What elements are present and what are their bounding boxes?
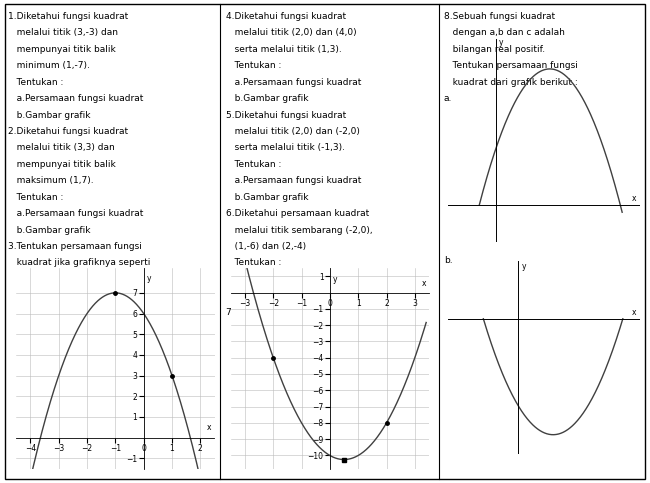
Text: 6.Diketahui persamaan kuadrat: 6.Diketahui persamaan kuadrat: [226, 209, 369, 218]
Text: 4.Diketahui fungsi kuadrat: 4.Diketahui fungsi kuadrat: [226, 12, 346, 21]
Text: dengan a,b dan c adalah: dengan a,b dan c adalah: [444, 28, 565, 38]
Text: a.Persamaan fungsi kuadrat: a.Persamaan fungsi kuadrat: [8, 94, 143, 103]
Text: a.persamaan grafiknya b.: a.persamaan grafiknya b.: [226, 275, 350, 284]
Text: 1.Diketahui fungsi kuadrat: 1.Diketahui fungsi kuadrat: [8, 12, 128, 21]
Text: melalui titik (2,0) dan (4,0): melalui titik (2,0) dan (4,0): [226, 28, 356, 38]
Text: kuadrat seperti gambar: kuadrat seperti gambar: [226, 324, 341, 333]
Text: Tentukan :: Tentukan :: [226, 160, 281, 169]
Text: kuadrat dari grafik berikut :: kuadrat dari grafik berikut :: [444, 78, 578, 87]
Text: x: x: [207, 423, 212, 432]
Text: kuadrat jika grafiknya seperti: kuadrat jika grafiknya seperti: [8, 258, 150, 268]
Text: y: y: [499, 38, 504, 47]
Text: di bawah ini.: di bawah ini.: [8, 275, 74, 284]
Text: minimum (1,-7).: minimum (1,-7).: [8, 61, 90, 71]
Text: melalui titik (2,0) dan (-2,0): melalui titik (2,0) dan (-2,0): [226, 127, 359, 136]
Text: b.Gambar grafik: b.Gambar grafik: [226, 193, 308, 202]
Text: maksimum (1,7).: maksimum (1,7).: [8, 176, 94, 185]
Text: y: y: [333, 274, 337, 284]
Text: y: y: [147, 274, 151, 283]
Text: x: x: [632, 194, 636, 203]
Text: 5.Diketahui fungsi kuadrat: 5.Diketahui fungsi kuadrat: [226, 111, 346, 120]
Text: b.Gambar grafik: b.Gambar grafik: [226, 94, 308, 103]
Text: 3.Tentukan persamaan fungsi: 3.Tentukan persamaan fungsi: [8, 242, 142, 251]
Text: b.: b.: [444, 256, 452, 265]
Text: Tentukan :: Tentukan :: [8, 193, 63, 202]
Text: a.Persamaan fungsi kuadrat: a.Persamaan fungsi kuadrat: [8, 209, 143, 218]
Text: melalui titik sembarang (-2,0),: melalui titik sembarang (-2,0),: [226, 226, 372, 235]
Text: Tentukan :: Tentukan :: [226, 61, 281, 71]
Text: mempunyai titik balik: mempunyai titik balik: [8, 160, 116, 169]
Text: a.Persamaan fungsi kuadrat: a.Persamaan fungsi kuadrat: [226, 176, 361, 185]
Text: mempunyai titik balik: mempunyai titik balik: [8, 45, 116, 54]
Text: x: x: [632, 308, 637, 317]
Text: a.Persamaan fungsi kuadrat: a.Persamaan fungsi kuadrat: [226, 78, 361, 87]
Text: Tentukan persamaan fungsi: Tentukan persamaan fungsi: [444, 61, 578, 71]
Text: a.: a.: [444, 94, 452, 103]
Text: b.Gambar grafiknya.: b.Gambar grafiknya.: [226, 291, 328, 300]
Text: melalui titik (3,-3) dan: melalui titik (3,-3) dan: [8, 28, 118, 38]
Text: serta melalui titik (-1,3).: serta melalui titik (-1,3).: [226, 143, 344, 153]
Text: Tentukan :: Tentukan :: [226, 258, 281, 268]
Text: dibawah ini.: dibawah ini.: [226, 341, 289, 350]
Text: b.Gambar grafik: b.Gambar grafik: [8, 111, 90, 120]
Text: bilangan real positif.: bilangan real positif.: [444, 45, 545, 54]
Text: y: y: [522, 262, 526, 270]
Text: melalui titik (3,3) dan: melalui titik (3,3) dan: [8, 143, 114, 153]
Text: (1,-6) dan (2,-4): (1,-6) dan (2,-4): [226, 242, 306, 251]
Text: Tentukan :: Tentukan :: [8, 78, 63, 87]
Text: b.Gambar grafik: b.Gambar grafik: [8, 226, 90, 235]
Text: 2.Diketahui fungsi kuadrat: 2.Diketahui fungsi kuadrat: [8, 127, 128, 136]
Text: 7.Tentukan persamaan fungsi: 7.Tentukan persamaan fungsi: [226, 308, 359, 317]
Text: serta melalui titik (1,3).: serta melalui titik (1,3).: [226, 45, 341, 54]
Text: 8.Sebuah fungsi kuadrat: 8.Sebuah fungsi kuadrat: [444, 12, 555, 21]
Text: x: x: [422, 280, 426, 288]
